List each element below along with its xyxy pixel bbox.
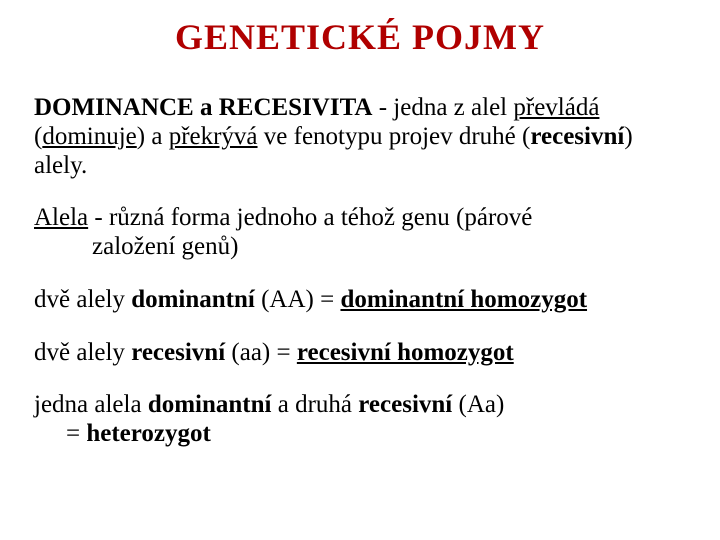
word-prevlada: převládá (513, 94, 599, 121)
paragraph-dominant-homozygot: dvě alely dominantní (AA) = dominantní h… (34, 286, 686, 315)
term-heterozygot: heterozygot (86, 420, 211, 447)
slide: GENETICKÉ POJMY DOMINANCE a RECESIVITA -… (0, 0, 720, 540)
paragraph-alela: Alela - různá forma jednoho a téhož genu… (34, 204, 686, 262)
paragraph-dominance: DOMINANCE a RECESIVITA - jedna z alel př… (34, 94, 686, 180)
text: a druhá (272, 391, 359, 418)
text: - různá forma jednoho a téhož genu (páro… (88, 204, 532, 231)
text: jedna alela (34, 391, 148, 418)
text: (Aa) (452, 391, 504, 418)
word-dominuje: dominuje (42, 123, 136, 150)
text: dvě alely (34, 286, 131, 313)
text: ) a (137, 123, 169, 150)
paragraph-heterozygot: jedna alela dominantní a druhá recesivní… (34, 391, 686, 449)
text: (AA) = (255, 286, 341, 313)
paragraph-recesivni-homozygot: dvě alely recesivní (aa) = recesivní hom… (34, 339, 686, 368)
text: - jedna z alel (372, 94, 513, 121)
term-dominantni-homozygot: dominantní homozygot (340, 286, 587, 313)
word-recesivni: recesivní (131, 339, 225, 366)
text: = (34, 420, 86, 447)
word-dominantni: dominantní (131, 286, 255, 313)
text-indent: založení genů) (34, 233, 238, 260)
text: (aa) = (225, 339, 297, 366)
word-dominantni: dominantní (148, 391, 272, 418)
slide-title: GENETICKÉ POJMY (34, 16, 686, 58)
text: dvě alely (34, 339, 131, 366)
term-dominance-recesivita: DOMINANCE a RECESIVITA (34, 94, 372, 121)
term-recesivni-homozygot: recesivní homozygot (297, 339, 514, 366)
word-prekryva: překrývá (169, 123, 258, 150)
term-alela: Alela (34, 204, 88, 231)
word-recesivni: recesivní (358, 391, 452, 418)
text: ve fenotypu projev druhé ( (258, 123, 531, 150)
word-recesivni: recesivní (530, 123, 624, 150)
